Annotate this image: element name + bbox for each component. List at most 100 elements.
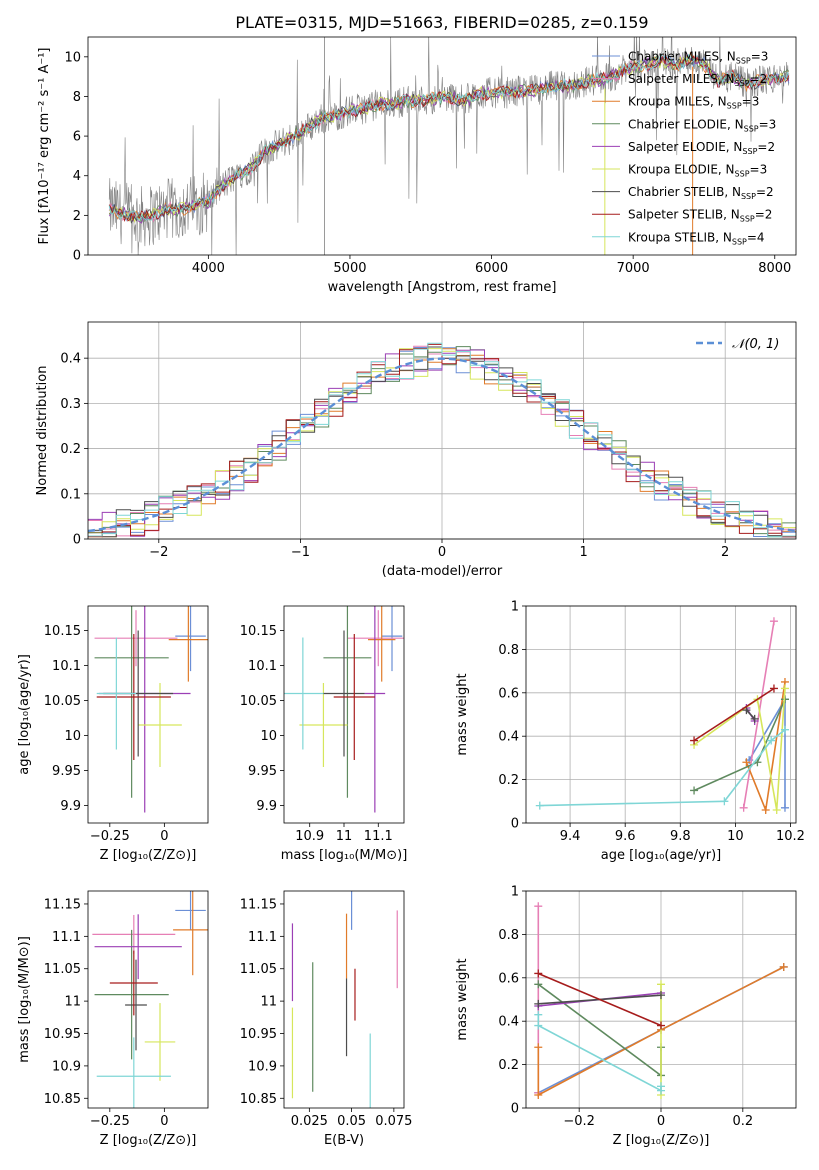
y-tick-label: 9.9: [60, 799, 81, 814]
x-axis-label: wavelength [Angstrom, rest frame]: [328, 280, 557, 295]
marker-kroupa-miles: [779, 962, 788, 971]
normal-curve: [88, 357, 796, 533]
marker-kroupa-stelib: [657, 1082, 665, 1091]
spectrum-axes: 4000 5000 6000 7000 8000 0 2 4 6 8 10 wavelength [A…: [37, 48, 791, 296]
y-tick-label: 0: [511, 1102, 519, 1117]
y-tick-label: 9.95: [52, 764, 81, 779]
y-tick-label: 10.1: [52, 659, 81, 674]
y-tick-label: 0.6: [498, 686, 519, 701]
x-tick-label: 10: [727, 829, 744, 844]
y-tick-label: 11: [260, 995, 277, 1010]
y-tick-label: 0.2: [498, 1058, 519, 1073]
y-tick-label: 1: [511, 885, 519, 900]
y-tick-label: 0.1: [60, 487, 81, 502]
y-tick-label: 6: [73, 130, 81, 145]
x-tick-label: 10.9: [295, 829, 324, 844]
x-axis-label: Z [log₁₀(Z/Z⊙)]: [100, 848, 197, 863]
marker-salpeter-stelib: [769, 684, 778, 693]
y-tick-label: 0.8: [498, 643, 519, 658]
y-tick-label: 10.15: [240, 624, 277, 639]
x-axis-label: mass [log₁₀(M/M⊙)]: [281, 848, 408, 863]
x-tick-label: −0.2: [563, 1114, 595, 1129]
x-tick-label: −1: [291, 545, 310, 560]
x-tick-label: 10.2: [776, 829, 805, 844]
mass-vs-Z-points: [92, 891, 208, 1108]
y-tick-label: 10.85: [44, 1092, 81, 1107]
legend-entry: Kroupa ELODIE, NSSP=3: [628, 163, 767, 179]
legend: Chabrier MILES, NSSP=3 Salpeter MILES, NS…: [592, 50, 776, 246]
axes-frame: [283, 890, 405, 1109]
age-vs-Z-axes: −0.25 0 9.9 9.95 10 10.05 10.1 10.15 Z [log₁₀(Z/…: [17, 624, 196, 863]
y-tick-label: 0.3: [60, 397, 81, 412]
marker-kroupa-stelib: [535, 801, 544, 810]
y-tick-label: 11.15: [44, 897, 81, 912]
y-tick-label: 11.1: [52, 930, 81, 945]
legend-entry: Salpeter ELODIE, NSSP=2: [628, 140, 775, 156]
age-vs-mass-axes: 10.9 11 11.1 9.9 9.95 10 10.05 10.1 10.15 mass [l…: [240, 624, 407, 863]
x-tick-label: 7000: [617, 261, 650, 276]
y-axis-label: age [log₁₀(age/yr)]: [17, 654, 32, 775]
weight-vs-Z-axes: −0.2 0 0.2 0 0.2 0.4 0.6 0.8 1 Z [log₁₀(Z/Z⊙)] mas…: [455, 885, 796, 1148]
marker-kroupa-stelib: [534, 1010, 543, 1019]
weight-vs-age-axes: 9.4 9.6 9.8 10 10.2 0 0.2 0.4 0.6 0.8 1 age [log₁₀(…: [455, 600, 805, 864]
marker-salpeter-miles: [739, 803, 748, 812]
legend-entry: Kroupa STELIB, NSSP=4: [628, 230, 765, 246]
x-tick-label: −0.25: [90, 1114, 130, 1129]
y-tick-label: 10.95: [240, 1027, 277, 1042]
y-tick-label: 10.95: [44, 1027, 81, 1042]
y-tick-label: 9.95: [248, 764, 277, 779]
x-tick-label: 11: [336, 829, 353, 844]
x-tick-label: 0: [160, 1114, 168, 1129]
weight-vs-Z-lines: [534, 902, 788, 1099]
y-tick-label: 1: [511, 600, 519, 615]
marker-kroupa-miles: [534, 1043, 543, 1052]
x-tick-label: 0.2: [732, 1114, 753, 1129]
axes-frame: [525, 605, 797, 824]
x-tick-label: 9.8: [670, 829, 691, 844]
marker-kroupa-miles: [761, 805, 770, 814]
marker-chabrier-stelib: [534, 999, 543, 1008]
x-axis-label: Z [log₁₀(Z/Z⊙)]: [613, 1133, 710, 1148]
model-line-salpeter-stelib: [108, 54, 790, 222]
legend-entry: Salpeter MILES, NSSP=2: [628, 72, 767, 88]
histogram-group: [88, 342, 796, 538]
marker-salpeter-stelib: [534, 969, 543, 978]
marker-kroupa-stelib: [780, 725, 789, 734]
marker-kroupa-elodie: [780, 684, 789, 693]
y-axis-label: mass weight: [455, 958, 470, 1040]
y-tick-label: 2: [73, 209, 81, 224]
weight-line-kroupa-miles: [537, 966, 785, 1097]
axes-frame: [87, 890, 209, 1109]
x-tick-label: 9.4: [560, 829, 581, 844]
marker-chabrier-miles: [780, 803, 789, 812]
marker-chabrier-elodie: [690, 786, 699, 795]
y-axis-label: Normed distribution: [35, 366, 50, 496]
x-tick-label: 0.075: [375, 1114, 412, 1129]
legend-entry: 𝒩(0, 1): [732, 337, 779, 352]
marker-salpeter-miles: [769, 617, 778, 626]
x-axis-label: E(B-V): [324, 1133, 364, 1148]
weight-line-kroupa-stelib: [539, 729, 786, 807]
x-tick-label: 0: [160, 829, 168, 844]
y-tick-label: 0: [73, 533, 81, 548]
x-tick-label: 0: [657, 1114, 665, 1129]
y-axis-label: Flux [fλ10⁻¹⁷ erg cm⁻² s⁻¹ A⁻¹]: [37, 48, 52, 245]
y-tick-label: 0.4: [60, 352, 81, 367]
x-tick-label: 6000: [475, 261, 508, 276]
weight-line-kroupa-stelib: [537, 1014, 662, 1092]
y-tick-label: 10.1: [248, 659, 277, 674]
model-line-kroupa-stelib: [108, 53, 790, 221]
marker-salpeter-stelib: [657, 1021, 665, 1030]
mass-vs-ebv-points: [291, 891, 398, 1108]
marker-salpeter-miles: [534, 902, 543, 911]
y-tick-label: 11.05: [44, 962, 81, 977]
y-tick-label: 11.05: [240, 962, 277, 977]
x-axis-label: (data-model)/error: [382, 564, 503, 579]
marker-chabrier-stelib: [750, 714, 759, 723]
y-tick-label: 10: [64, 729, 81, 744]
y-tick-label: 0: [511, 817, 519, 832]
marker-kroupa-miles: [742, 758, 751, 767]
y-tick-label: 0.8: [498, 928, 519, 943]
y-tick-label: 10.9: [248, 1059, 277, 1074]
